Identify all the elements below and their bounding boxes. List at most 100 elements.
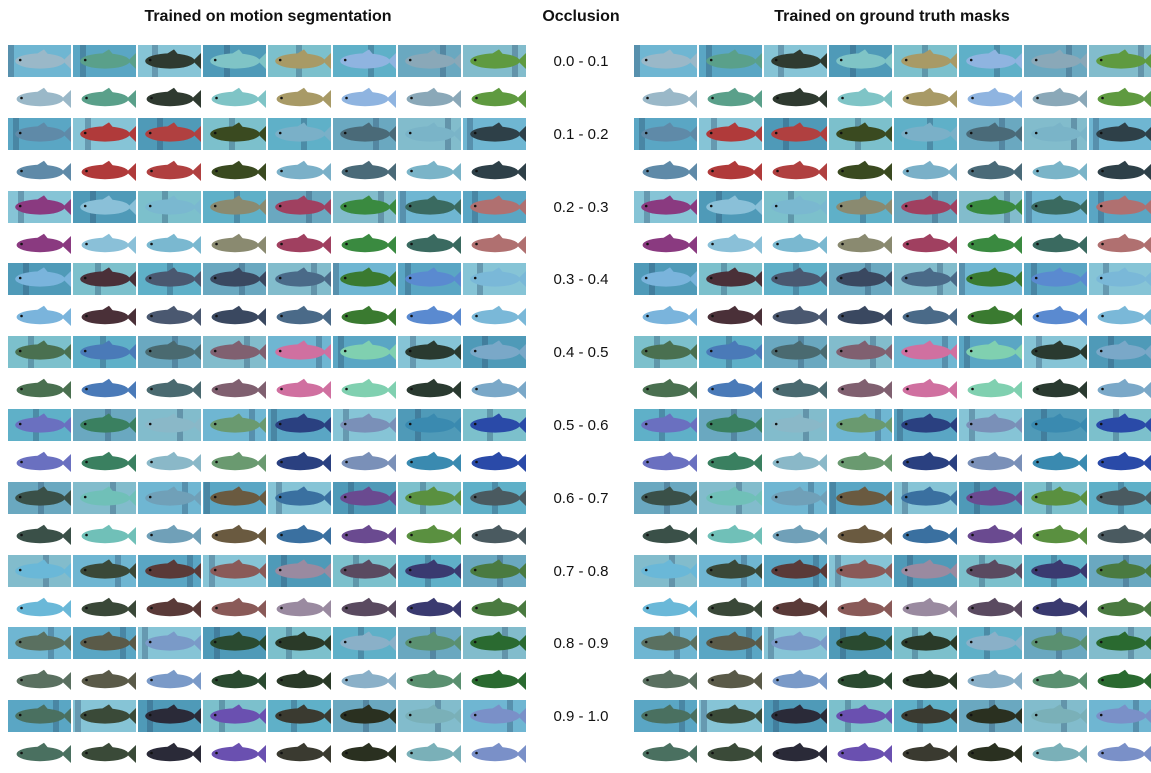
motion-mask-tile (8, 520, 72, 552)
motion-input-tile (333, 409, 397, 441)
gt-input-tile (959, 118, 1023, 150)
motion-input-tile (333, 118, 397, 150)
motion-input-tile (8, 45, 72, 77)
occlusion-range-label: 0.9 - 1.0 (553, 708, 609, 725)
gt-mask-tile (699, 156, 763, 188)
gt-mask-tile (1024, 447, 1088, 479)
motion-input-tile (463, 336, 527, 368)
motion-input-tile (398, 191, 462, 223)
gt-mask-tile (764, 447, 828, 479)
gt-input-tile (894, 700, 958, 732)
gt-mask-tile (634, 229, 698, 261)
gt-input-tile (699, 409, 763, 441)
motion-mask-tile (8, 301, 72, 333)
gt-mask-tile (829, 447, 893, 479)
gt-mask-tile (829, 593, 893, 625)
gt-mask-tile (829, 738, 893, 770)
motion-mask-tile (463, 593, 527, 625)
motion-mask-tile (268, 665, 332, 697)
motion-input-tile (398, 45, 462, 77)
gt-mask-tile (764, 738, 828, 770)
motion-mask-tile (73, 301, 137, 333)
gt-mask-tile (1024, 156, 1088, 188)
gt-input-tile (1089, 263, 1151, 295)
gt-mask-tile (699, 83, 763, 115)
motion-input-tile (138, 482, 202, 514)
gt-input-tile (959, 409, 1023, 441)
motion-mask-tile (463, 665, 527, 697)
gt-input-tile (894, 482, 958, 514)
motion-input-tile (333, 627, 397, 659)
motion-input-tile (268, 409, 332, 441)
gt-input-tile (699, 555, 763, 587)
motion-mask-tile (73, 229, 137, 261)
motion-mask-tile (398, 665, 462, 697)
motion-input-tile (73, 336, 137, 368)
motion-input-tile (268, 263, 332, 295)
gt-mask-tile (634, 83, 698, 115)
gt-mask-tile (894, 83, 958, 115)
gt-mask-tile (1024, 301, 1088, 333)
motion-mask-tile (203, 301, 267, 333)
motion-input-tile (138, 700, 202, 732)
gt-mask-tile (1089, 301, 1151, 333)
motion-mask-tile (398, 593, 462, 625)
gt-input-tile (634, 263, 698, 295)
gt-input-tile (699, 118, 763, 150)
motion-input-tile (268, 336, 332, 368)
motion-mask-tile (138, 83, 202, 115)
gt-input-tile (894, 336, 958, 368)
gt-mask-tile (634, 665, 698, 697)
motion-input-tile (73, 482, 137, 514)
motion-mask-tile (73, 593, 137, 625)
gt-mask-tile (1089, 738, 1151, 770)
motion-input-tile (203, 555, 267, 587)
gt-input-tile (959, 191, 1023, 223)
gt-input-tile (699, 45, 763, 77)
motion-input-tile (203, 700, 267, 732)
gt-mask-tile (1089, 520, 1151, 552)
motion-mask-tile (463, 229, 527, 261)
motion-input-tile (8, 555, 72, 587)
gt-mask-tile (959, 83, 1023, 115)
motion-input-tile (268, 555, 332, 587)
motion-input-tile (73, 627, 137, 659)
gt-mask-tile (634, 374, 698, 406)
motion-mask-tile (333, 156, 397, 188)
gt-input-tile (1024, 700, 1088, 732)
gt-input-tile (1089, 45, 1151, 77)
gt-mask-tile (764, 520, 828, 552)
gt-mask-tile (634, 520, 698, 552)
motion-input-tile (333, 482, 397, 514)
gt-input-tile (894, 409, 958, 441)
gt-input-tile (699, 336, 763, 368)
motion-input-tile (73, 263, 137, 295)
gt-input-tile (634, 482, 698, 514)
motion-mask-tile (333, 665, 397, 697)
motion-input-tile (203, 482, 267, 514)
motion-mask-tile (8, 665, 72, 697)
motion-mask-tile (398, 83, 462, 115)
gt-input-tile (634, 555, 698, 587)
motion-mask-tile (463, 374, 527, 406)
gt-mask-tile (1089, 593, 1151, 625)
gt-input-tile (829, 336, 893, 368)
motion-mask-tile (203, 156, 267, 188)
motion-mask-tile (398, 374, 462, 406)
gt-input-tile (634, 336, 698, 368)
motion-mask-tile (203, 83, 267, 115)
gt-input-tile (764, 700, 828, 732)
motion-input-tile (73, 700, 137, 732)
motion-input-tile (8, 118, 72, 150)
gt-mask-tile (894, 593, 958, 625)
motion-mask-tile (8, 229, 72, 261)
motion-input-tile (333, 263, 397, 295)
motion-input-tile (138, 45, 202, 77)
gt-mask-tile (1024, 520, 1088, 552)
gt-input-tile (829, 191, 893, 223)
motion-input-tile (203, 45, 267, 77)
motion-input-tile (398, 700, 462, 732)
occlusion-range-label: 0.7 - 0.8 (553, 563, 609, 580)
motion-input-tile (8, 482, 72, 514)
gt-input-tile (1024, 118, 1088, 150)
